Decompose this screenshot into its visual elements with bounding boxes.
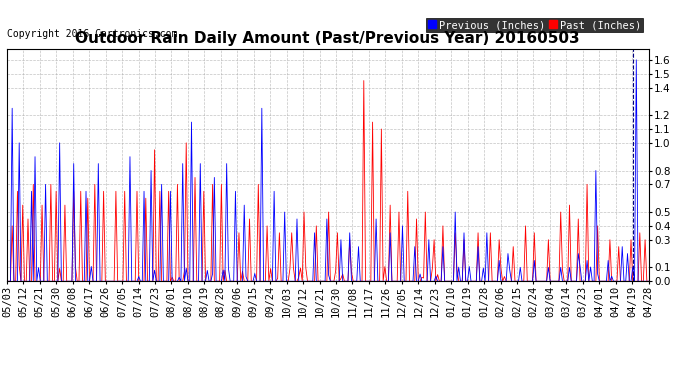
Previous (Inches)	[66, 279, 75, 284]
Past (Inches)	[112, 189, 120, 194]
Previous (Inches)	[632, 58, 640, 62]
Past (Inches)	[644, 279, 653, 284]
Past (Inches)	[66, 279, 75, 284]
Previous (Inches)	[3, 279, 11, 284]
Previous (Inches)	[349, 279, 357, 284]
Past (Inches)	[3, 279, 11, 284]
Previous (Inches)	[442, 279, 451, 284]
Legend: Previous (Inches), Past (Inches): Previous (Inches), Past (Inches)	[426, 18, 643, 32]
Line: Past (Inches): Past (Inches)	[7, 81, 649, 281]
Past (Inches)	[359, 78, 368, 83]
Past (Inches)	[135, 279, 143, 284]
Previous (Inches)	[644, 279, 653, 284]
Previous (Inches)	[112, 279, 120, 284]
Previous (Inches)	[135, 274, 143, 279]
Line: Previous (Inches): Previous (Inches)	[7, 60, 649, 281]
Title: Outdoor Rain Daily Amount (Past/Previous Year) 20160503: Outdoor Rain Daily Amount (Past/Previous…	[75, 31, 580, 46]
Text: Copyright 2016 Cartronics.com: Copyright 2016 Cartronics.com	[7, 30, 177, 39]
Past (Inches)	[349, 279, 357, 284]
Past (Inches)	[444, 279, 453, 284]
Past (Inches)	[479, 279, 487, 284]
Previous (Inches)	[477, 279, 486, 284]
